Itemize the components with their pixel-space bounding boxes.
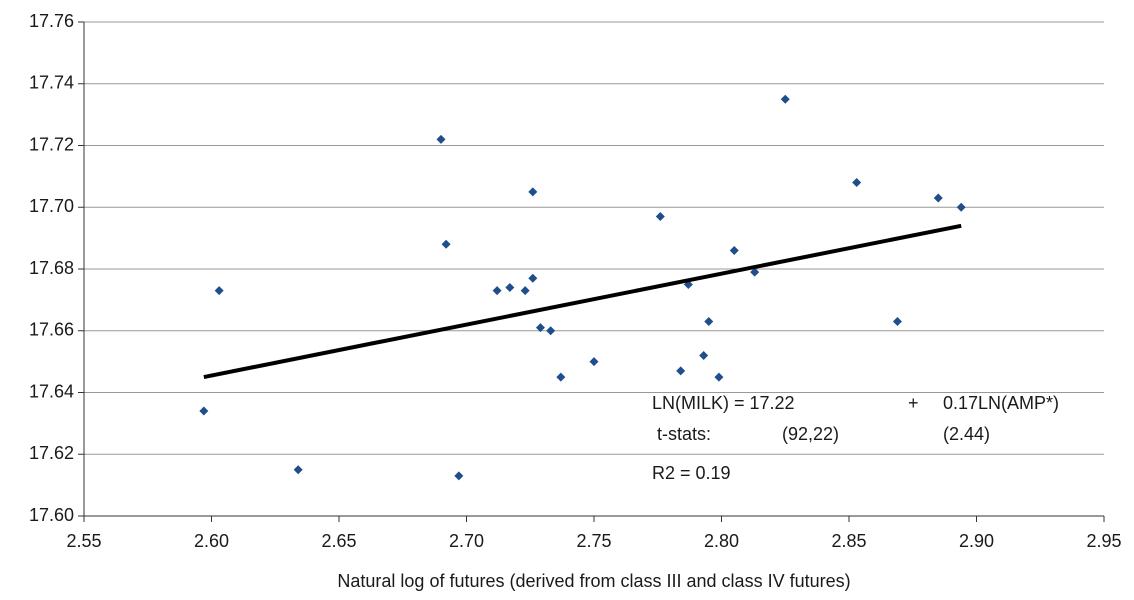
annotation: t-stats: <box>657 424 711 444</box>
trend-line <box>203 223 962 380</box>
point <box>699 350 709 360</box>
point <box>546 326 556 336</box>
x-tick-label: 2.80 <box>704 531 739 551</box>
point <box>780 94 790 104</box>
point <box>505 283 515 293</box>
point <box>676 366 686 376</box>
x-tick-label: 2.95 <box>1086 531 1121 551</box>
x-tick-label: 2.90 <box>959 531 994 551</box>
annotation: (2.44) <box>943 424 990 444</box>
point <box>852 178 862 188</box>
annotation: 0.17LN(AMP*) <box>943 393 1059 413</box>
point <box>535 323 545 333</box>
x-tick-label: 2.75 <box>576 531 611 551</box>
point <box>199 406 209 416</box>
annotation: (92,22) <box>782 424 839 444</box>
point <box>655 212 665 222</box>
point <box>441 239 451 249</box>
annotation: + <box>908 393 919 413</box>
point <box>528 187 538 197</box>
x-tick-label: 2.55 <box>66 531 101 551</box>
x-tick-label: 2.65 <box>321 531 356 551</box>
point <box>492 286 502 296</box>
point <box>729 245 739 255</box>
y-tick-label: 17.62 <box>29 443 74 463</box>
y-tick-label: 17.74 <box>29 73 74 93</box>
point <box>956 202 966 212</box>
point <box>704 316 714 326</box>
point <box>714 372 724 382</box>
y-tick-label: 17.72 <box>29 134 74 154</box>
y-tick-label: 17.76 <box>29 11 74 31</box>
point <box>520 286 530 296</box>
y-tick-label: 17.64 <box>29 381 74 401</box>
point <box>750 267 760 277</box>
y-tick-label: 17.68 <box>29 258 74 278</box>
point <box>214 286 224 296</box>
x-axis-label: Natural log of futures (derived from cla… <box>337 571 850 591</box>
x-tick-label: 2.85 <box>831 531 866 551</box>
x-tick-label: 2.60 <box>194 531 229 551</box>
point <box>293 465 303 475</box>
point <box>589 357 599 367</box>
y-tick-label: 17.70 <box>29 196 74 216</box>
annotation: R2 = 0.19 <box>652 463 731 483</box>
point <box>436 134 446 144</box>
x-tick-label: 2.70 <box>449 531 484 551</box>
point <box>933 193 943 203</box>
annotation: LN(MILK) = 17.22 <box>652 393 795 413</box>
y-tick-label: 17.66 <box>29 320 74 340</box>
point <box>892 316 902 326</box>
point <box>528 273 538 283</box>
point <box>556 372 566 382</box>
point <box>454 471 464 481</box>
y-tick-label: 17.60 <box>29 505 74 525</box>
